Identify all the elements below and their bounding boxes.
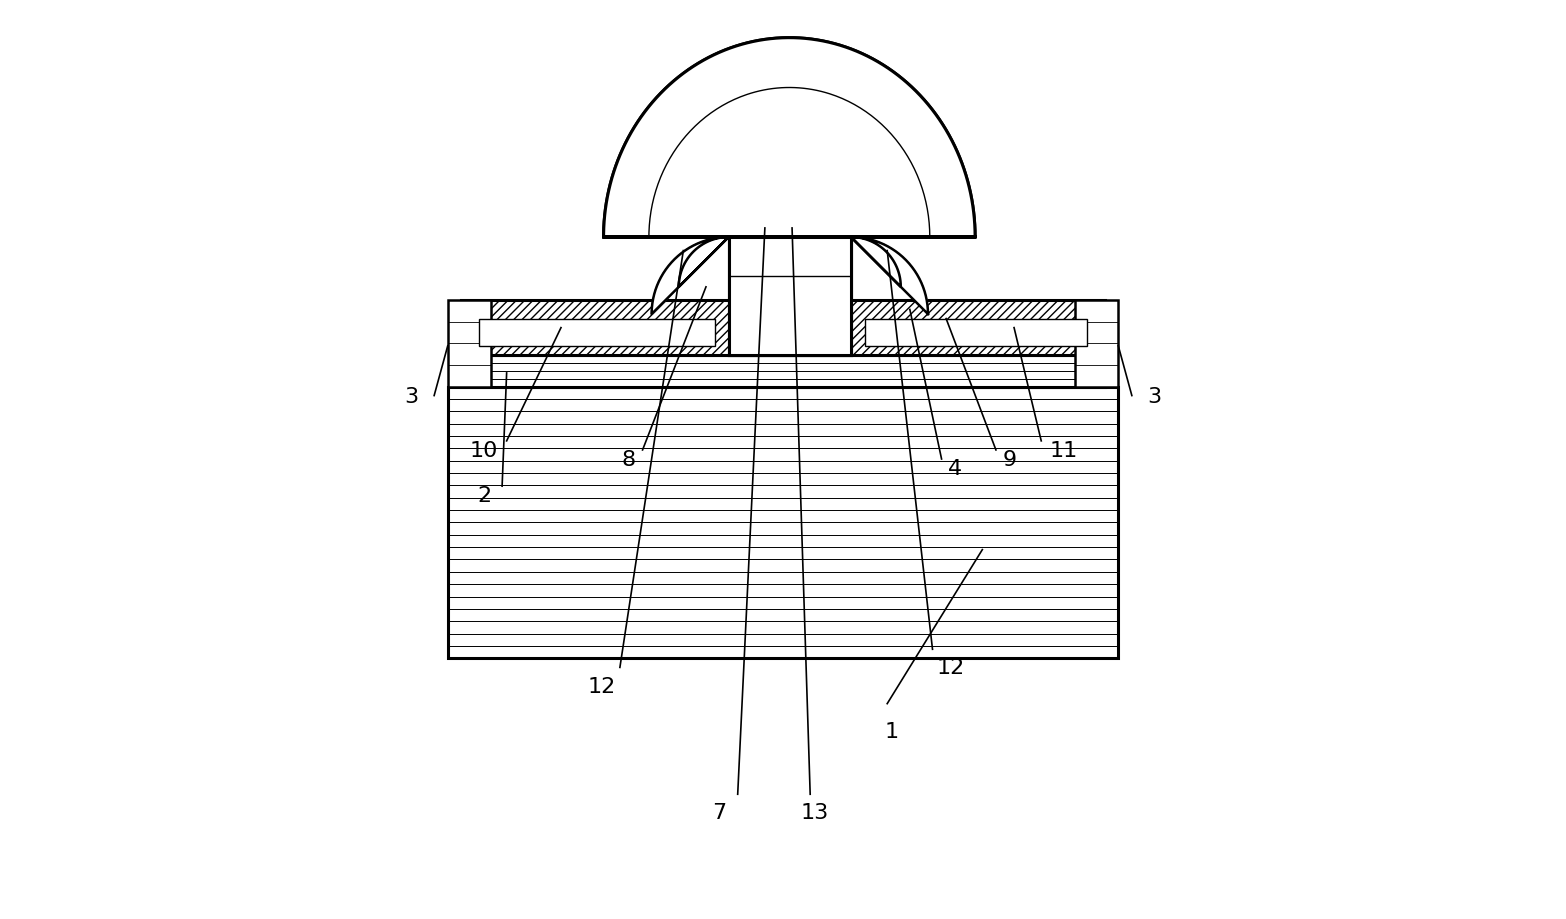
Polygon shape <box>850 238 929 314</box>
Bar <box>864 319 1087 346</box>
Bar <box>728 238 850 356</box>
Bar <box>1074 301 1118 387</box>
Bar <box>462 356 1104 387</box>
Bar <box>448 387 1118 659</box>
Bar <box>728 238 850 356</box>
Text: 3: 3 <box>1148 386 1162 406</box>
Text: 13: 13 <box>800 802 828 823</box>
Bar <box>728 345 850 356</box>
Text: 12: 12 <box>587 675 615 696</box>
Polygon shape <box>651 238 728 314</box>
Text: 7: 7 <box>713 802 727 823</box>
Text: 3: 3 <box>404 386 418 406</box>
Text: 12: 12 <box>936 658 965 677</box>
Bar <box>448 301 492 387</box>
Bar <box>728 238 850 356</box>
Polygon shape <box>603 39 976 238</box>
Text: 2: 2 <box>478 486 492 505</box>
Polygon shape <box>603 39 976 238</box>
Text: 11: 11 <box>1049 440 1077 460</box>
Bar <box>479 319 716 346</box>
Polygon shape <box>651 238 728 314</box>
Text: 1: 1 <box>885 721 899 741</box>
Text: 9: 9 <box>1002 449 1016 470</box>
Bar <box>462 301 1104 356</box>
Text: 10: 10 <box>470 440 498 460</box>
Text: 8: 8 <box>622 449 636 470</box>
Text: 4: 4 <box>947 459 962 479</box>
Polygon shape <box>850 238 929 314</box>
